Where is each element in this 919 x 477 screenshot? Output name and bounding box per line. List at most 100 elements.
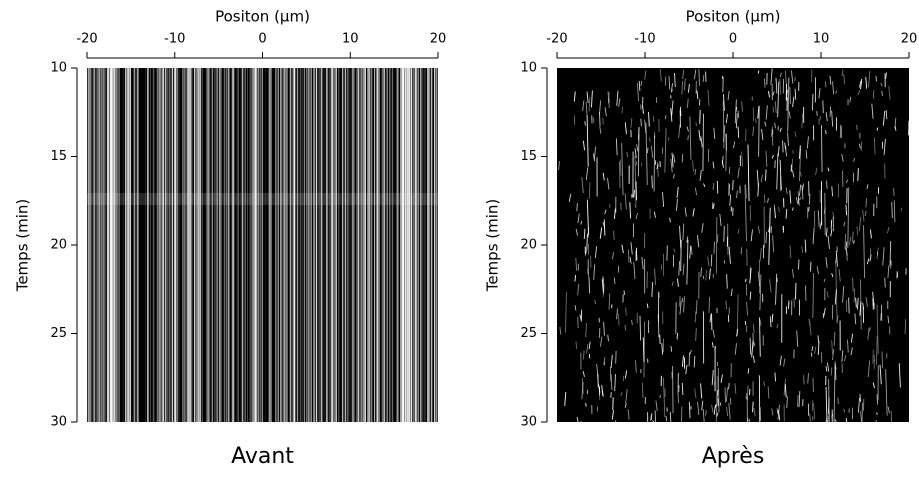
streak — [754, 324, 755, 333]
streak — [746, 393, 747, 399]
streak — [853, 232, 854, 243]
streak — [638, 134, 639, 176]
streak — [790, 87, 791, 104]
x-tick-label: 20 — [430, 32, 447, 47]
streak — [729, 383, 730, 389]
panel: -20 -10 0 10 20 Positon (µm) 10 15 20 25 30 Temps (… — [484, 8, 918, 470]
x-tick-label: -10 — [164, 32, 185, 47]
streak — [711, 255, 712, 267]
y-tick-label: 20 — [50, 238, 67, 253]
streak — [661, 264, 662, 270]
y-tick-label: 30 — [50, 415, 67, 430]
streak — [614, 231, 615, 240]
band — [87, 193, 438, 205]
streak — [599, 112, 600, 126]
streak — [759, 106, 760, 156]
streak — [620, 159, 621, 175]
streak — [615, 420, 616, 422]
y-tick-label: 15 — [50, 149, 67, 164]
streak — [854, 288, 855, 302]
streak — [703, 75, 704, 82]
streak — [905, 319, 906, 334]
streak — [652, 175, 653, 188]
panel-caption: Avant — [231, 444, 294, 469]
streak — [577, 203, 578, 211]
streak — [724, 226, 725, 242]
streak — [640, 316, 641, 341]
streak — [611, 392, 612, 398]
x-tick-label: -20 — [76, 32, 97, 47]
streak — [894, 188, 895, 196]
streak — [821, 125, 822, 172]
streak — [609, 293, 610, 309]
x-tick-label: -10 — [634, 32, 655, 47]
panel-caption: Après — [702, 444, 765, 469]
y-tick-label: 10 — [520, 61, 537, 76]
streak — [642, 383, 643, 398]
x-tick-label: -20 — [546, 32, 567, 47]
streak — [714, 242, 715, 254]
y-tick-label: 25 — [520, 326, 537, 341]
x-axis-label: Positon (µm) — [215, 8, 310, 26]
streak — [766, 232, 767, 243]
streak — [798, 395, 799, 407]
streak — [853, 277, 854, 291]
streak — [706, 270, 707, 281]
y-tick-label: 10 — [50, 61, 67, 76]
streak — [654, 136, 655, 192]
streak — [753, 402, 754, 412]
y-axis-label: Temps (min) — [14, 199, 32, 293]
streak — [587, 234, 588, 250]
streak — [780, 79, 781, 95]
streak — [854, 240, 855, 243]
streak — [644, 321, 645, 377]
x-tick-label: 10 — [342, 32, 359, 47]
x-tick-label: 0 — [729, 32, 737, 47]
streak — [738, 127, 739, 138]
streak — [882, 351, 883, 368]
streak — [626, 307, 627, 315]
x-tick-label: 0 — [258, 32, 266, 47]
y-axis-label: Temps (min) — [484, 199, 502, 293]
streak — [777, 408, 778, 414]
streak — [733, 180, 734, 190]
y-tick-label: 30 — [520, 415, 537, 430]
y-tick-label: 25 — [50, 326, 67, 341]
streak — [726, 301, 727, 310]
streak — [846, 300, 847, 312]
streak — [696, 122, 697, 126]
streak — [717, 234, 718, 242]
streak — [655, 411, 656, 422]
image-background — [557, 68, 909, 422]
x-tick-label: 10 — [813, 32, 830, 47]
streak — [862, 403, 863, 422]
y-tick-label: 20 — [520, 238, 537, 253]
streak — [885, 278, 886, 288]
streak — [866, 199, 867, 208]
streak — [861, 142, 862, 151]
streak — [696, 300, 697, 314]
streak — [817, 111, 818, 116]
streak — [603, 118, 604, 125]
streak — [695, 311, 696, 322]
streak — [706, 410, 707, 416]
streak — [812, 94, 813, 111]
y-tick-label: 15 — [520, 149, 537, 164]
streak — [726, 134, 727, 151]
streak — [827, 181, 828, 189]
streak — [783, 141, 784, 153]
streak — [703, 114, 704, 171]
streak — [892, 202, 893, 218]
streak — [641, 119, 642, 127]
streak — [766, 169, 767, 180]
streak — [670, 218, 671, 222]
streak — [877, 394, 878, 404]
x-tick-label: 20 — [901, 32, 918, 47]
x-axis-label: Positon (µm) — [686, 8, 781, 26]
streak — [727, 274, 728, 289]
streak — [696, 328, 697, 341]
panel: -20 -10 0 10 20 Positon (µm) 10 15 20 25 30 Temps (… — [14, 8, 447, 470]
streak — [764, 195, 765, 203]
streak — [876, 420, 877, 422]
